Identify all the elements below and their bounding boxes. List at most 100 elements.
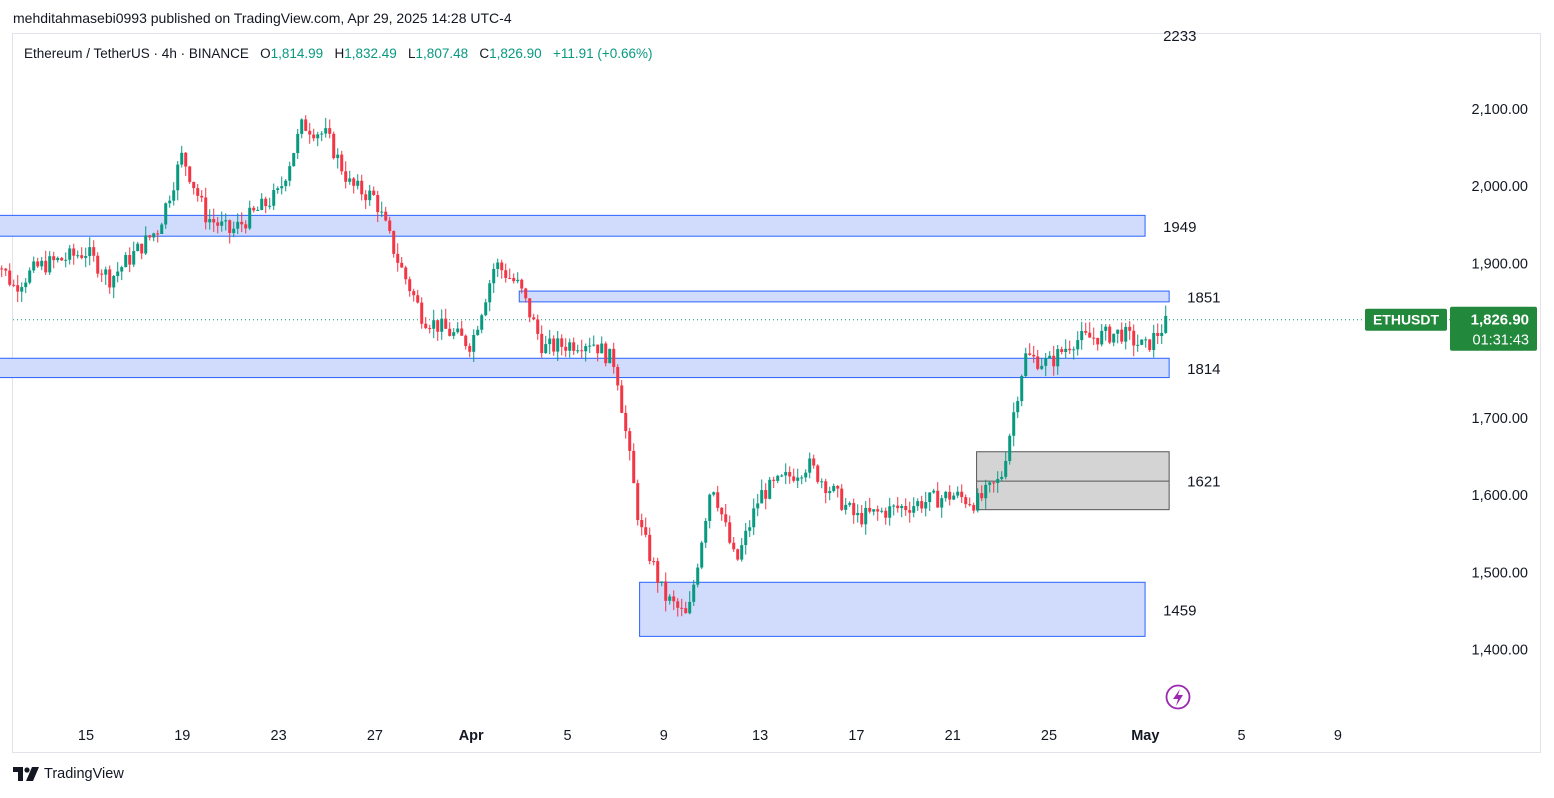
candle-body <box>324 128 328 134</box>
chart-frame <box>12 33 1541 753</box>
candle-body <box>1136 344 1140 346</box>
candle <box>660 581 664 587</box>
candle-body <box>1048 355 1052 359</box>
candle-body <box>892 505 896 507</box>
lightning-icon[interactable] <box>1165 684 1191 710</box>
candle-body <box>276 188 280 191</box>
candle-body <box>184 152 188 167</box>
candle-body <box>220 221 224 226</box>
candle <box>1052 345 1056 376</box>
candle-body <box>288 166 292 181</box>
candle-body <box>472 334 476 352</box>
candle <box>324 117 328 138</box>
x-tick-label: 27 <box>367 728 383 744</box>
zone-1949[interactable] <box>0 214 1146 237</box>
candle-body <box>916 501 920 507</box>
candle-body <box>752 508 756 528</box>
candle <box>876 505 880 521</box>
candle-body <box>456 328 460 333</box>
candle <box>348 170 352 185</box>
candle-body <box>880 510 884 512</box>
candle <box>948 485 952 506</box>
candle <box>1008 433 1012 465</box>
candle <box>568 338 572 358</box>
candle <box>596 344 600 362</box>
candle-body <box>164 203 168 225</box>
candle <box>1128 321 1132 340</box>
candle <box>44 250 48 275</box>
zone-1851[interactable] <box>518 290 1170 303</box>
candle-body <box>272 190 276 206</box>
candle-body <box>392 230 396 254</box>
candle <box>1060 346 1064 355</box>
candle <box>484 298 488 317</box>
candle-body <box>1036 356 1040 369</box>
zone-1459[interactable] <box>639 581 1146 637</box>
candle-body <box>1004 460 1008 477</box>
candle-body <box>932 490 936 493</box>
candle <box>840 484 844 512</box>
candle-body <box>132 251 136 265</box>
candle-body <box>328 128 332 134</box>
candle-body <box>352 178 356 186</box>
candle-body <box>996 479 1000 484</box>
candle-body <box>196 188 200 196</box>
candle-body <box>608 348 612 364</box>
symbol-legend: Ethereum / TetherUS · 4h · BINANCE O1,81… <box>24 46 653 61</box>
candle-body <box>284 180 288 187</box>
candle <box>112 275 116 299</box>
zone-1814[interactable] <box>0 357 1170 379</box>
candle <box>1140 339 1144 346</box>
candle-body <box>588 345 592 347</box>
candle <box>816 464 820 484</box>
candle-body <box>968 504 972 506</box>
candle-body <box>772 479 776 481</box>
candle <box>1068 340 1072 354</box>
candle-body <box>80 255 84 258</box>
candle-body <box>732 542 736 550</box>
candle <box>32 256 36 273</box>
candle <box>544 335 548 354</box>
candle-body <box>984 484 988 499</box>
tradingview-logo[interactable]: TradingView <box>13 766 124 782</box>
candle <box>772 476 776 489</box>
candle-body <box>700 542 704 568</box>
candle <box>0 265 4 278</box>
candle-body <box>764 490 768 499</box>
candle-body <box>24 282 28 288</box>
candle-body <box>228 220 232 234</box>
candle <box>932 488 936 494</box>
candle <box>624 405 628 439</box>
candle <box>804 469 808 483</box>
x-tick-label: 13 <box>752 728 768 744</box>
candle-body <box>468 346 472 352</box>
candle <box>424 317 428 330</box>
candle <box>80 247 84 260</box>
candle <box>232 221 236 238</box>
candle <box>436 320 440 341</box>
candle-body <box>1116 329 1120 334</box>
candle <box>1036 349 1040 371</box>
candle-body <box>176 164 180 191</box>
candle <box>592 335 596 347</box>
candle-body <box>1140 339 1144 345</box>
candle <box>176 160 180 201</box>
candle-body <box>720 507 724 515</box>
candle-body <box>808 458 812 473</box>
candle <box>116 262 120 283</box>
candle-body <box>1028 353 1032 355</box>
candle-body <box>532 317 536 320</box>
candle <box>336 148 340 169</box>
candle <box>980 485 984 502</box>
candle-body <box>236 221 240 229</box>
candle-body <box>100 273 104 275</box>
candle <box>268 197 272 210</box>
candle <box>332 131 336 160</box>
candle-body <box>40 260 44 267</box>
candle-body <box>504 270 508 278</box>
y-tick-label: 2,000.00 <box>1472 179 1528 195</box>
candle <box>668 594 672 605</box>
candle-body <box>292 153 296 167</box>
candle-body <box>936 490 940 508</box>
